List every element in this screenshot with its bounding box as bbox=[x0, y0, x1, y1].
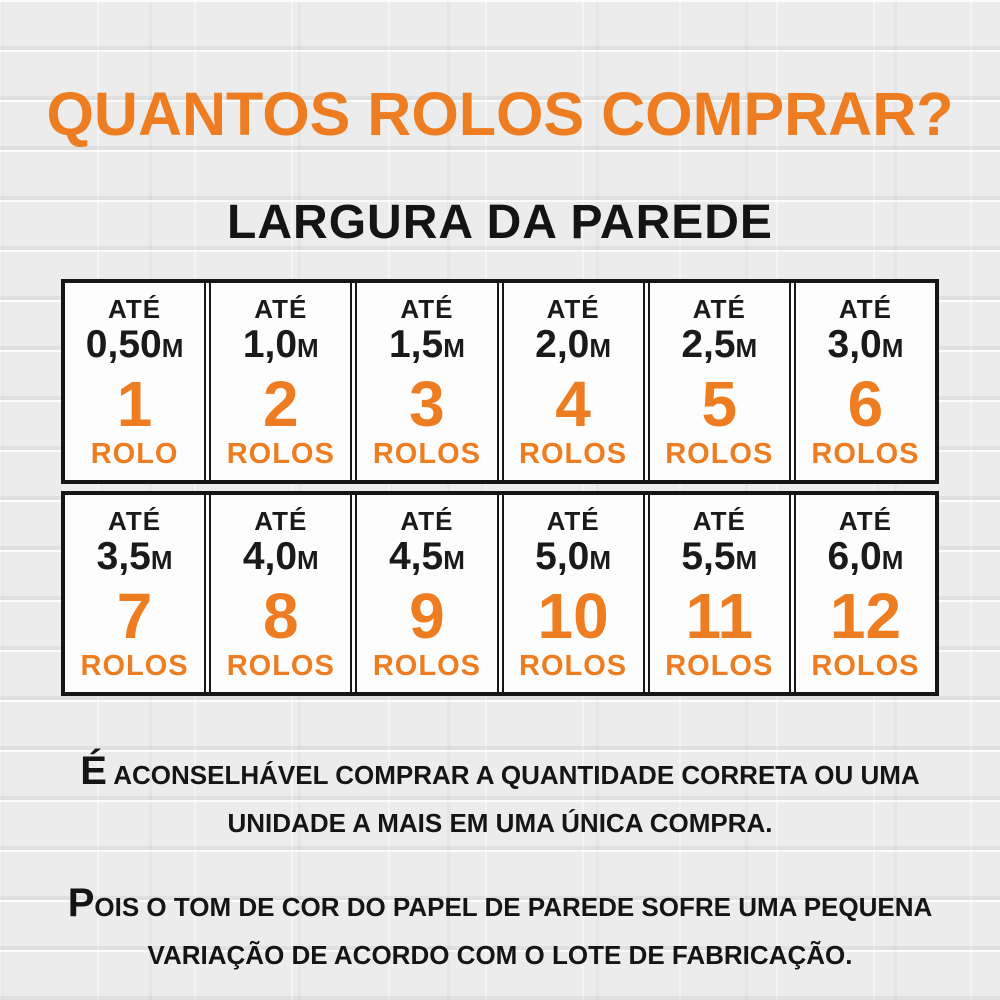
rolls-label: ROLOS bbox=[665, 649, 774, 682]
roll-count: 5 bbox=[701, 368, 738, 441]
width-value: 2,5M bbox=[681, 324, 757, 367]
advice-paragraph-2: POIS O TOM DE COR DO PAPEL DE PAREDE SOF… bbox=[57, 872, 943, 976]
rolls-cell-0-50m: ATÉ 0,50M 1 ROLO bbox=[65, 283, 207, 480]
width-number: 5,0 bbox=[535, 535, 590, 579]
ate-label: ATÉ bbox=[692, 293, 746, 324]
ate-label: ATÉ bbox=[400, 293, 454, 324]
roll-count: 4 bbox=[555, 368, 591, 441]
roll-count: 6 bbox=[847, 368, 884, 441]
width-unit: M bbox=[150, 545, 173, 576]
width-number: 2,0 bbox=[535, 323, 590, 367]
width-value: 4,5M bbox=[389, 536, 465, 579]
rolls-label: ROLOS bbox=[226, 437, 335, 470]
roll-count: 9 bbox=[409, 580, 445, 653]
roll-count: 2 bbox=[262, 368, 299, 441]
rolls-label: ROLOS bbox=[665, 437, 774, 470]
width-unit: M bbox=[297, 545, 319, 576]
rolls-cell-5-5m: ATÉ 5,5M 11 ROLOS bbox=[647, 495, 791, 692]
advice-initial: P bbox=[67, 881, 95, 926]
page-title: QUANTOS ROLOS COMPRAR? bbox=[46, 80, 954, 148]
width-number: 3,5 bbox=[96, 535, 151, 579]
roll-count: 11 bbox=[685, 580, 754, 653]
ate-label: ATÉ bbox=[546, 505, 600, 536]
width-number: 3,0 bbox=[827, 323, 882, 367]
rolls-label: ROLOS bbox=[811, 437, 920, 470]
ate-label: ATÉ bbox=[254, 505, 308, 536]
roll-count: 3 bbox=[409, 368, 445, 441]
width-value: 3,5M bbox=[97, 536, 173, 579]
width-value: 2,0M bbox=[535, 324, 611, 367]
rolls-cell-6-0m: ATÉ 6,0M 12 ROLOS bbox=[793, 495, 935, 692]
width-number: 2,5 bbox=[681, 323, 736, 367]
rolls-label: ROLOS bbox=[372, 437, 481, 470]
width-unit: M bbox=[881, 545, 904, 576]
rolls-label: ROLOS bbox=[519, 649, 628, 682]
width-number: 4,0 bbox=[242, 535, 298, 579]
ate-label: ATÉ bbox=[108, 505, 162, 536]
width-number: 1,5 bbox=[388, 323, 444, 367]
width-unit: M bbox=[443, 333, 465, 364]
rolls-label: ROLO bbox=[90, 437, 179, 470]
width-unit: M bbox=[589, 333, 612, 364]
advice-text: ACONSELHÁVEL COMPRAR A QUANTIDADE CORRET… bbox=[106, 760, 920, 839]
width-value: 1,0M bbox=[243, 324, 319, 367]
rolls-cell-4-5m: ATÉ 4,5M 9 ROLOS bbox=[355, 495, 499, 692]
ate-label: ATÉ bbox=[254, 293, 308, 324]
rolls-cell-3-5m: ATÉ 3,5M 7 ROLOS bbox=[65, 495, 207, 692]
advice-initial: É bbox=[80, 749, 107, 793]
width-value: 4,0M bbox=[243, 536, 319, 579]
roll-count: 7 bbox=[116, 580, 153, 653]
rolls-label: ROLOS bbox=[372, 649, 481, 682]
width-unit: M bbox=[735, 545, 758, 576]
rolls-cell-1-0m: ATÉ 1,0M 2 ROLOS bbox=[209, 283, 353, 480]
width-value: 5,0M bbox=[535, 536, 611, 579]
rolls-cell-5-0m: ATÉ 5,0M 10 ROLOS bbox=[501, 495, 645, 692]
rolls-cell-3-0m: ATÉ 3,0M 6 ROLOS bbox=[793, 283, 935, 480]
width-value: 5,5M bbox=[681, 536, 757, 579]
width-number: 4,5 bbox=[388, 535, 444, 579]
roll-count: 10 bbox=[537, 580, 609, 653]
rolls-label: ROLOS bbox=[811, 649, 920, 682]
wall-width-heading: LARGURA DA PAREDE bbox=[227, 196, 773, 249]
ate-label: ATÉ bbox=[838, 293, 892, 324]
rolls-cell-2-5m: ATÉ 2,5M 5 ROLOS bbox=[647, 283, 791, 480]
roll-count: 8 bbox=[262, 580, 299, 653]
width-number: 0,50 bbox=[85, 323, 162, 367]
rolls-cell-1-5m: ATÉ 1,5M 3 ROLOS bbox=[355, 283, 499, 480]
ate-label: ATÉ bbox=[108, 293, 162, 324]
width-value: 3,0M bbox=[828, 324, 904, 367]
width-number: 6,0 bbox=[827, 535, 882, 579]
ate-label: ATÉ bbox=[400, 505, 454, 536]
advice-text: OIS O TOM DE COR DO PAPEL DE PAREDE SOFR… bbox=[94, 892, 933, 971]
width-unit: M bbox=[297, 333, 319, 364]
width-number: 1,0 bbox=[242, 323, 298, 367]
width-unit: M bbox=[161, 333, 184, 364]
width-value: 6,0M bbox=[828, 536, 904, 579]
ate-label: ATÉ bbox=[546, 293, 600, 324]
ate-label: ATÉ bbox=[838, 505, 892, 536]
rolls-label: ROLOS bbox=[519, 437, 628, 470]
rolls-cell-2-0m: ATÉ 2,0M 4 ROLOS bbox=[501, 283, 645, 480]
width-unit: M bbox=[881, 333, 904, 364]
width-unit: M bbox=[443, 545, 465, 576]
roll-count: 1 bbox=[116, 368, 153, 441]
roll-count: 12 bbox=[829, 580, 902, 653]
width-number: 5,5 bbox=[681, 535, 736, 579]
width-unit: M bbox=[735, 333, 758, 364]
rolls-label: ROLOS bbox=[226, 649, 335, 682]
width-value: 0,50M bbox=[86, 324, 184, 367]
rolls-label: ROLOS bbox=[80, 649, 189, 682]
width-value: 1,5M bbox=[389, 324, 465, 367]
ate-label: ATÉ bbox=[692, 505, 746, 536]
rolls-cell-4-0m: ATÉ 4,0M 8 ROLOS bbox=[209, 495, 353, 692]
rolls-table-row-1: ATÉ 0,50M 1 ROLO ATÉ 1,0M 2 ROLOS ATÉ 1,… bbox=[61, 279, 939, 484]
rolls-table-row-2: ATÉ 3,5M 7 ROLOS ATÉ 4,0M 8 ROLOS ATÉ 4,… bbox=[61, 491, 939, 696]
width-unit: M bbox=[589, 545, 612, 576]
rolls-table: ATÉ 0,50M 1 ROLO ATÉ 1,0M 2 ROLOS ATÉ 1,… bbox=[61, 279, 939, 696]
advice-paragraph-1: É ACONSELHÁVEL COMPRAR A QUANTIDADE CORR… bbox=[57, 740, 943, 844]
